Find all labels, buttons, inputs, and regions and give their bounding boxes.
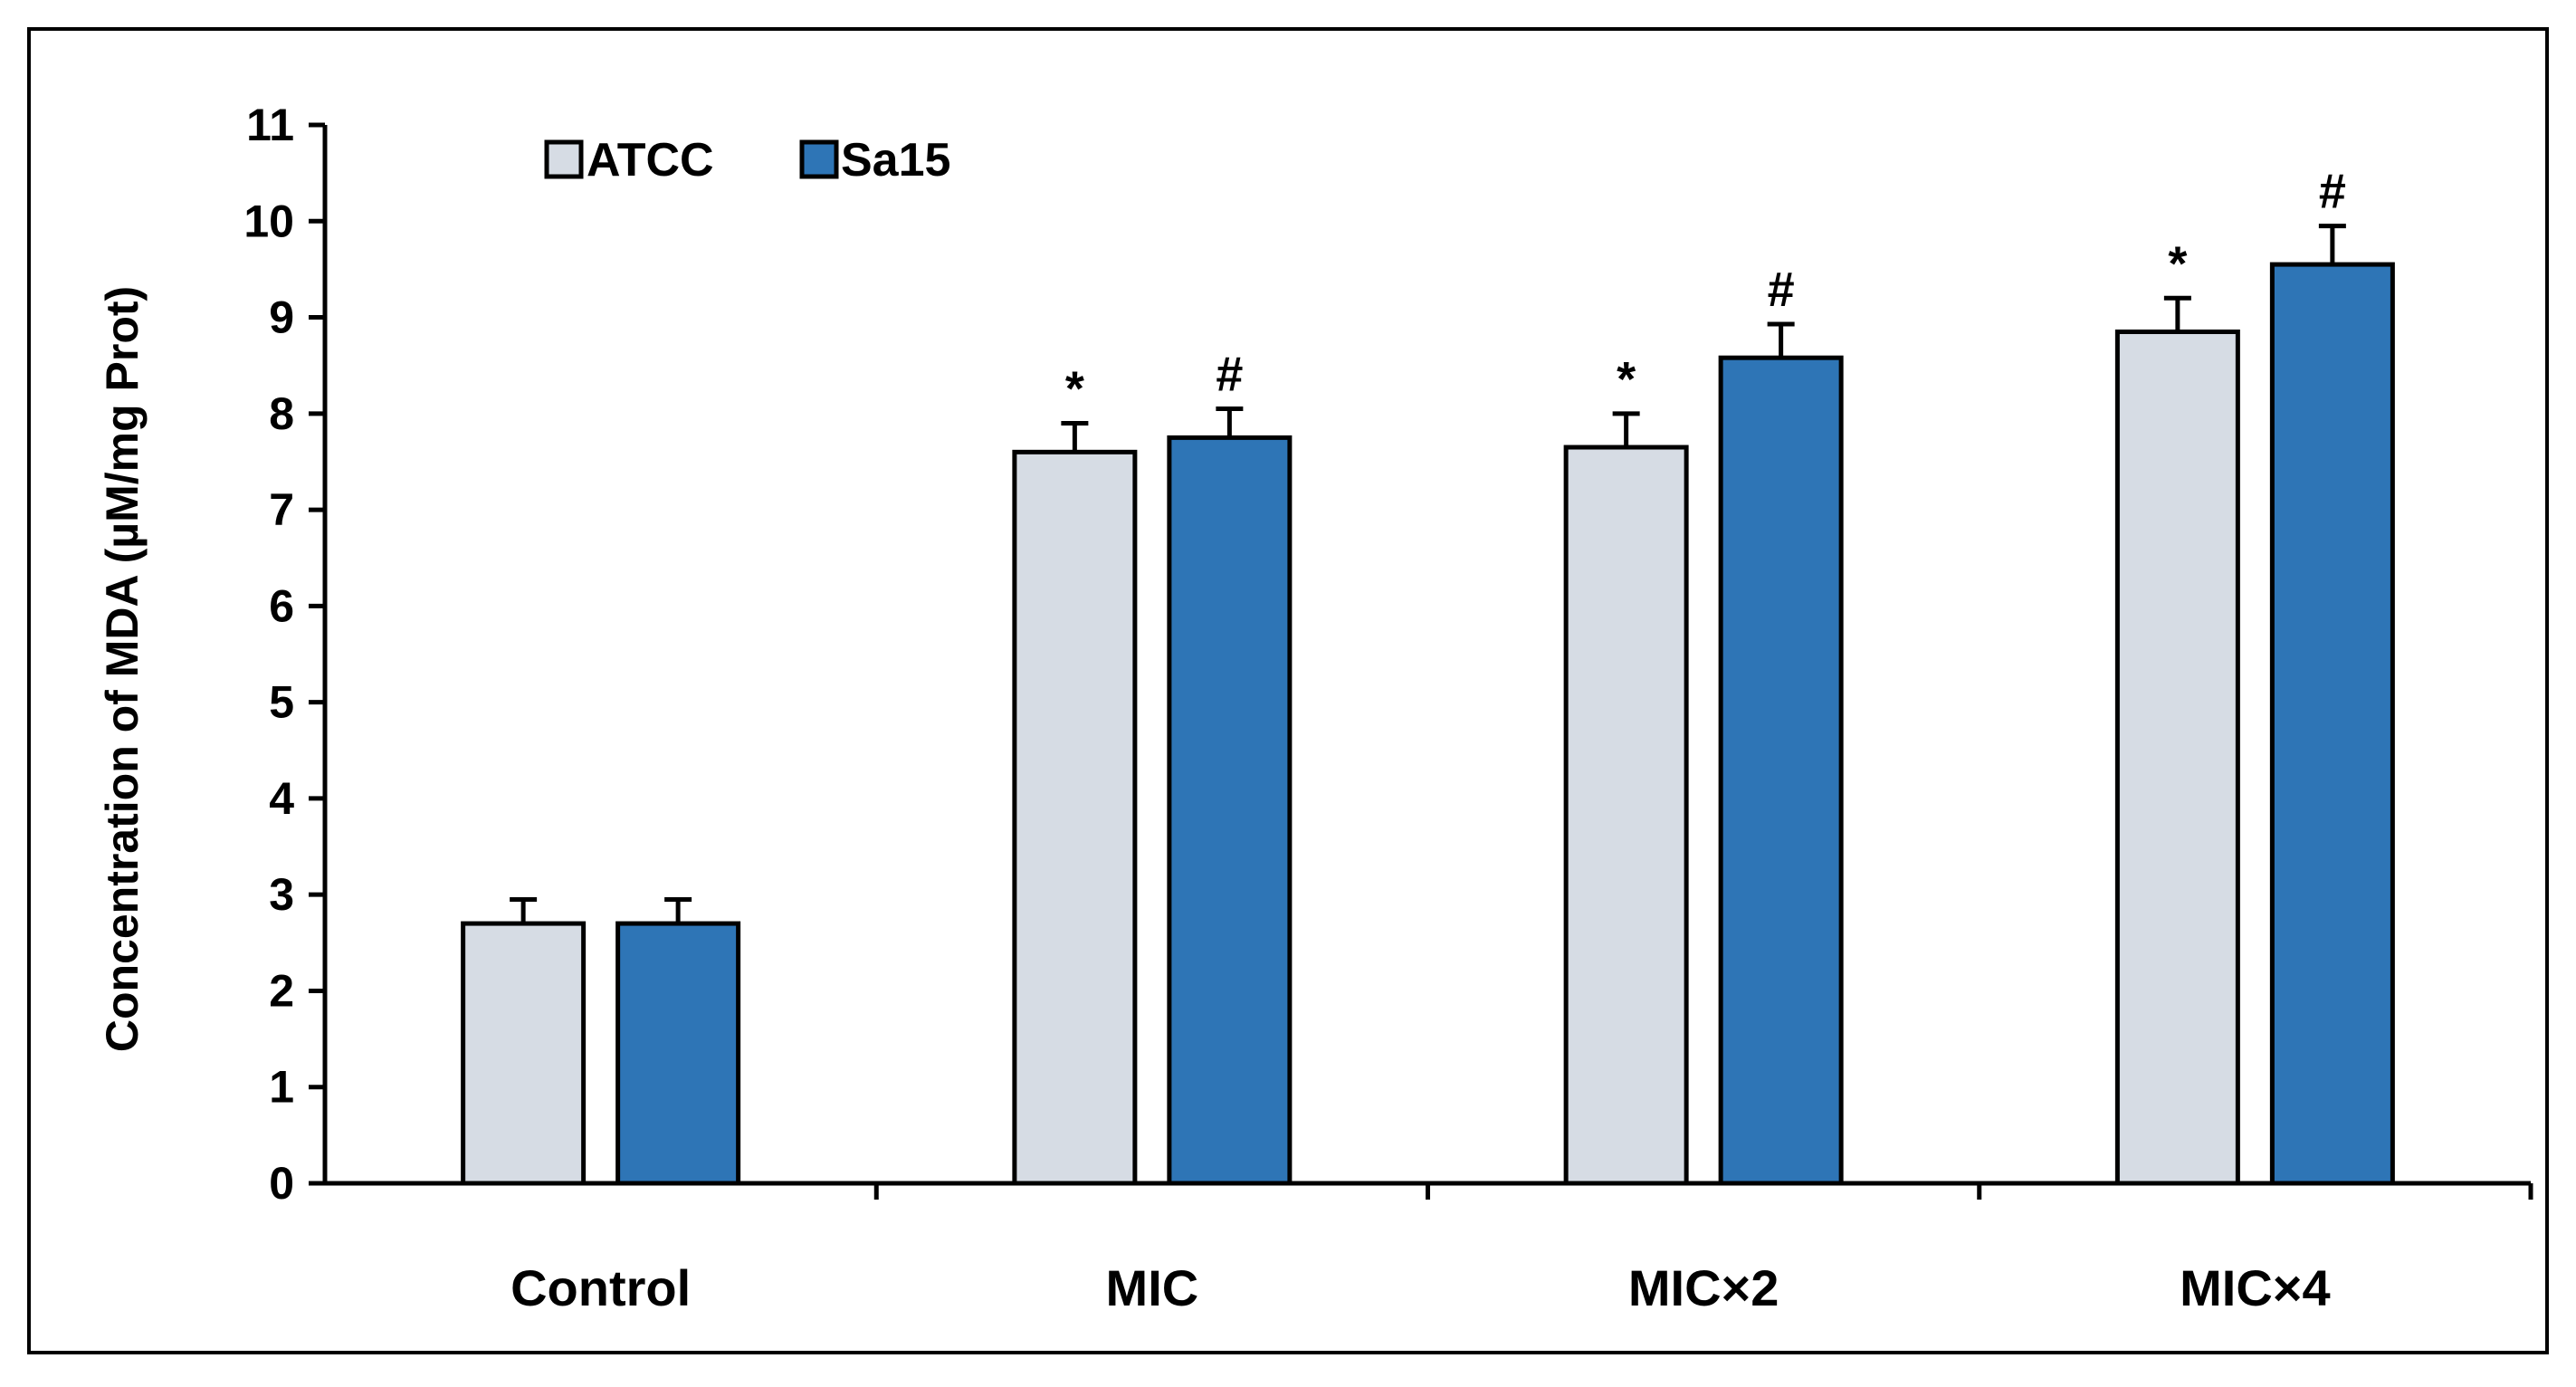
bar-sa15-mic — [1167, 435, 1293, 1186]
x-tick-label-mic: MIC — [1106, 1259, 1199, 1316]
bar-atcc-mic-2 — [1563, 445, 1689, 1186]
legend-label-atcc: ATCC — [587, 134, 714, 187]
significance-marker-atcc-mic-4: * — [2168, 236, 2187, 291]
legend-label-sa15: Sa15 — [841, 134, 950, 187]
y-tick-label: 7 — [269, 484, 294, 535]
y-tick-label: 6 — [269, 580, 294, 631]
y-axis-title: Concentration of MDA (µM/mg Prot) — [97, 286, 148, 1052]
y-ticks-layer: 0 1 2 3 4 5 6 7 8 9 10 11 — [243, 100, 325, 1209]
bar-sa15-mic-2 — [1718, 355, 1844, 1186]
x-tick-label-mic-4: MIC×4 — [2180, 1259, 2331, 1316]
error-bars-layer — [510, 224, 2346, 924]
bar-chart: * # * # * # 0 1 2 3 4 5 6 7 8 9 10 11 Control MIC MIC×2 MIC… — [97, 100, 2533, 1316]
legend: ATCC Sa15 — [544, 134, 950, 187]
significance-marker-sa15-mic-2: # — [1768, 263, 1795, 317]
y-tick-label: 9 — [269, 292, 294, 343]
y-tick-label: 2 — [269, 965, 294, 1016]
y-tick-label: 5 — [269, 677, 294, 728]
bars-layer — [461, 262, 2395, 1186]
y-tick-label: 11 — [246, 100, 294, 150]
bar-atcc-control — [461, 921, 587, 1186]
y-tick-label: 1 — [269, 1062, 294, 1113]
y-tick-label: 10 — [243, 196, 294, 246]
bar-sa15-control — [615, 921, 741, 1186]
significance-marker-sa15-mic: # — [1216, 348, 1243, 402]
y-tick-label: 8 — [269, 388, 294, 439]
bar-sa15-mic-4 — [2269, 262, 2395, 1186]
legend-swatch-atcc — [544, 139, 584, 179]
x-tick-label-mic-2: MIC×2 — [1628, 1259, 1779, 1316]
significance-marker-atcc-mic: * — [1065, 361, 1084, 416]
y-tick-label: 4 — [269, 773, 294, 824]
legend-swatch-sa15 — [799, 139, 839, 179]
significance-marker-sa15-mic-4: # — [2319, 165, 2346, 219]
significance-markers-layer: * # * # * # — [1065, 165, 2346, 416]
bar-atcc-mic — [1012, 449, 1138, 1186]
y-tick-label: 0 — [269, 1158, 294, 1209]
category-labels-layer: Control MIC MIC×2 MIC×4 — [510, 1183, 2533, 1316]
y-tick-label: 3 — [269, 869, 294, 920]
x-tick-label-control: Control — [510, 1259, 691, 1316]
chart-frame: * # * # * # 0 1 2 3 4 5 6 7 8 9 10 11 Control MIC MIC×2 MIC… — [27, 27, 2549, 1354]
bar-atcc-mic-4 — [2114, 329, 2240, 1186]
significance-marker-atcc-mic-2: * — [1617, 352, 1636, 407]
